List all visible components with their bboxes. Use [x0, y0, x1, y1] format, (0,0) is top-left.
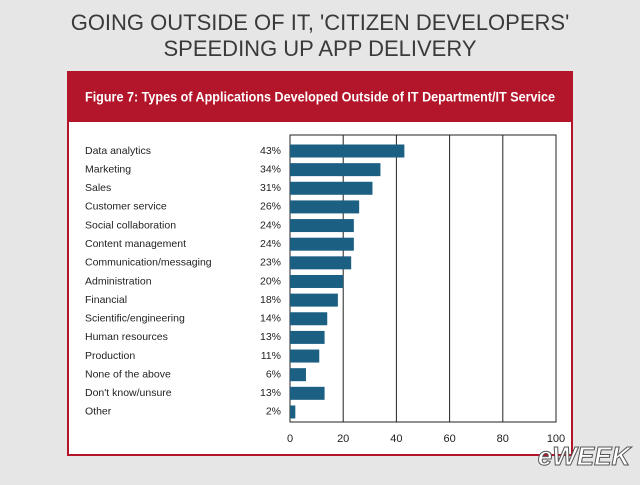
value-label: 2% — [266, 406, 281, 418]
category-label: Production — [85, 350, 135, 362]
x-tick-label: 40 — [390, 433, 402, 445]
category-label: Communication/messaging — [85, 257, 212, 269]
value-label: 14% — [260, 313, 281, 325]
bar — [290, 219, 354, 233]
logo: eWEEK — [538, 441, 633, 471]
value-label: 13% — [260, 331, 281, 343]
category-label: Administration — [85, 275, 152, 287]
value-label: 20% — [260, 275, 281, 287]
bar — [290, 274, 344, 288]
category-label: Marketing — [85, 163, 131, 175]
bar — [290, 181, 373, 195]
bar — [290, 312, 328, 326]
x-tick-label: 100 — [547, 433, 565, 445]
bar — [290, 200, 360, 214]
category-label: Social collaboration — [85, 219, 176, 231]
x-tick-label: 20 — [337, 433, 349, 445]
bar — [290, 405, 296, 419]
bar — [290, 144, 405, 158]
category-label: Scientific/engineering — [85, 313, 185, 325]
category-label: Content management — [85, 238, 186, 250]
category-label: Data analytics — [85, 145, 151, 157]
category-label: Human resources — [85, 331, 168, 343]
x-tick-label: 80 — [497, 433, 509, 445]
value-label: 43% — [260, 145, 281, 157]
bar — [290, 293, 338, 307]
bar — [290, 330, 325, 344]
value-label: 24% — [260, 219, 281, 231]
bar — [290, 368, 306, 382]
headline: SPEEDING UP APP DELIVERY — [163, 36, 476, 61]
figure-header — [68, 72, 572, 122]
value-label: 23% — [260, 257, 281, 269]
category-label: Sales — [85, 182, 111, 194]
value-label: 6% — [266, 368, 281, 380]
category-label: Other — [85, 406, 112, 418]
value-label: 31% — [260, 182, 281, 194]
value-label: 13% — [260, 387, 281, 399]
value-label: 11% — [261, 350, 281, 362]
bar — [290, 386, 325, 400]
x-tick-label: 0 — [287, 433, 293, 445]
value-label: 26% — [260, 201, 281, 213]
category-label: Financial — [85, 294, 127, 306]
value-label: 18% — [260, 294, 281, 306]
value-label: 34% — [260, 163, 281, 175]
value-label: 24% — [260, 238, 281, 250]
plot: 0 20 40 60 80 100 Data analytics 43% Marketing 34… — [85, 134, 565, 445]
category-label: Don't know/unsure — [85, 387, 172, 399]
bar — [290, 349, 320, 363]
bar — [290, 237, 354, 251]
category-label: Customer service — [85, 201, 167, 213]
bar — [290, 256, 352, 270]
bar — [290, 163, 381, 177]
chart-title: Figure 7: Types of Applications Develope… — [85, 90, 555, 105]
x-tick-label: 60 — [443, 433, 455, 445]
headline: GOING OUTSIDE OF IT, 'CITIZEN DEVELOPERS… — [71, 10, 570, 35]
category-label: None of the above — [85, 368, 171, 380]
